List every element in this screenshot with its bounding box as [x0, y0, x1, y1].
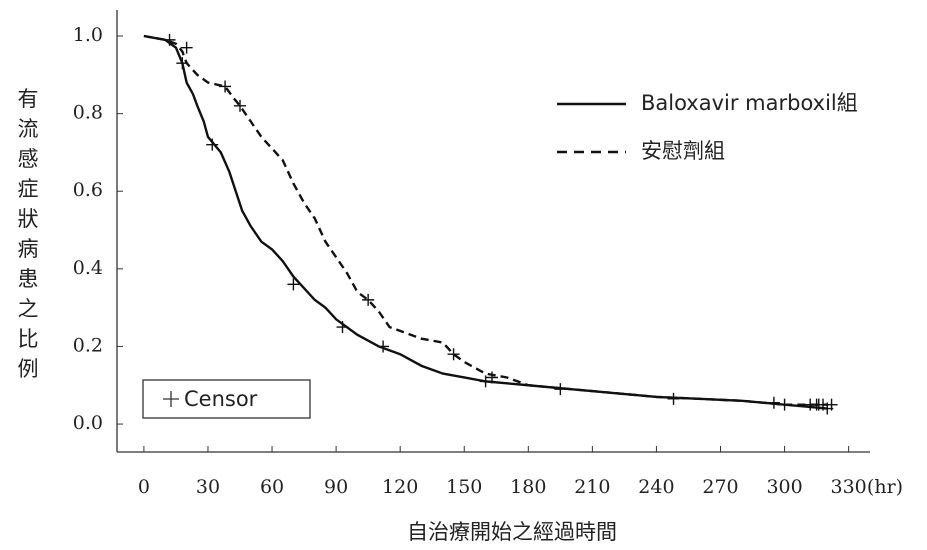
y-tick-label: 0.8 [73, 102, 103, 124]
legend-label: 安慰劑組 [641, 139, 725, 163]
censor-mark [447, 348, 460, 361]
x-tick-label: 300 [766, 476, 802, 498]
legend-label: Baloxavir marboxil組 [641, 91, 858, 115]
x-tick-label: 60 [260, 476, 284, 498]
x-tick-label: 330 [831, 476, 867, 498]
censor-label: Censor [184, 387, 258, 411]
censor-mark [479, 375, 492, 388]
x-tick-label: 210 [574, 476, 610, 498]
censor-symbol [163, 391, 179, 407]
x-axis-label: 自治療開始之經過時間 [407, 520, 617, 544]
censor-mark [486, 371, 499, 384]
x-tick-label: 150 [446, 476, 482, 498]
y-tick-label: 0.4 [73, 257, 103, 279]
x-tick-label: 270 [702, 476, 738, 498]
censor-mark [825, 398, 838, 411]
y-tick-label: 0.2 [73, 334, 103, 356]
x-tick-label: 240 [638, 476, 674, 498]
x-tick-label: 30 [196, 476, 220, 498]
censor-mark [180, 41, 193, 54]
censor-mark [219, 80, 232, 93]
censor-mark [767, 396, 780, 409]
censor-mark [287, 278, 300, 291]
y-tick-label: 1.0 [73, 24, 103, 46]
x-tick-label: 120 [382, 476, 418, 498]
x-tick-label: 90 [324, 476, 348, 498]
censor-mark [206, 138, 219, 151]
x-tick-label: 0 [138, 476, 150, 498]
km-curve [143, 34, 828, 406]
y-tick-label: 0.6 [73, 179, 103, 201]
censor-mark [163, 33, 176, 46]
y-axis-label: 有流感症狀病患之比例 [18, 87, 39, 381]
x-unit: (hr) [867, 476, 903, 498]
y-tick-label: 0.0 [73, 412, 103, 434]
censor-mark [234, 99, 247, 112]
censor-mark [336, 321, 349, 334]
censor-mark [377, 340, 390, 353]
censor-mark [362, 293, 375, 306]
x-tick-label: 180 [510, 476, 546, 498]
